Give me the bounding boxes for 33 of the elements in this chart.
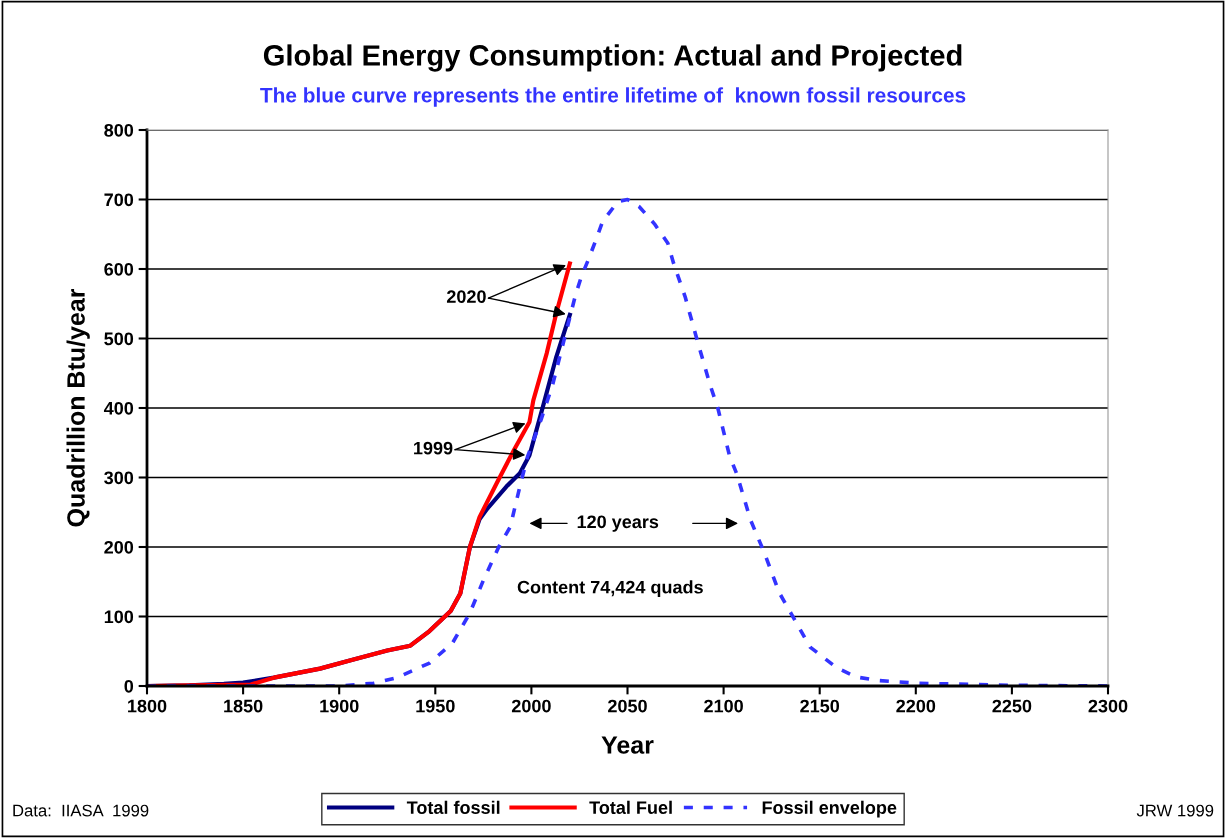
y-tick-label: 400 (103, 401, 134, 415)
text: Data: IIASA 1999 (13, 804, 149, 817)
x-tick-label: 2100 (704, 699, 743, 713)
y-tick-label: 0 (124, 679, 134, 693)
annotation: 120 years (577, 515, 659, 532)
legend-label: Fossil envelope (762, 800, 897, 818)
x-tick-label: 2050 (608, 699, 647, 713)
chart-title: Global Energy Consumption: Actual and Projected (263, 44, 962, 72)
y-tick-label: 300 (104, 471, 134, 485)
x-axis-title: Year (601, 736, 654, 754)
annotation: 1999 (414, 441, 453, 455)
legend-label: Total fossil (406, 800, 500, 814)
chart-subtitle: The blue curve represents the entire lifetime of known fossil resources (260, 87, 966, 107)
y-tick-label: 800 (104, 123, 134, 137)
y-tick-label: 100 (104, 610, 134, 624)
x-tick-label: 2150 (800, 699, 840, 713)
x-tick-label: 1950 (416, 699, 455, 713)
annotation: Content 74,424 quads (517, 580, 703, 598)
y-tick-label: 500 (104, 332, 134, 346)
x-tick-label: 1850 (224, 699, 263, 713)
x-tick-label: 2200 (896, 699, 936, 713)
x-tick-label: 1900 (320, 699, 359, 713)
y-tick-label: 600 (104, 262, 134, 276)
legend-label: Total Fuel (589, 800, 672, 814)
x-tick-label: 1800 (128, 699, 167, 713)
y-tick-label: 200 (104, 540, 134, 554)
y-axis-title: Quadrillion Btu/year (66, 288, 90, 527)
y-tick-label: 700 (104, 193, 134, 207)
x-tick-label: 2000 (511, 699, 551, 713)
annotation: 2020 (446, 290, 486, 304)
text: JRW 1999 (1136, 804, 1214, 817)
x-tick-label: 2250 (992, 699, 1032, 713)
x-tick-label: 2300 (1088, 699, 1128, 713)
